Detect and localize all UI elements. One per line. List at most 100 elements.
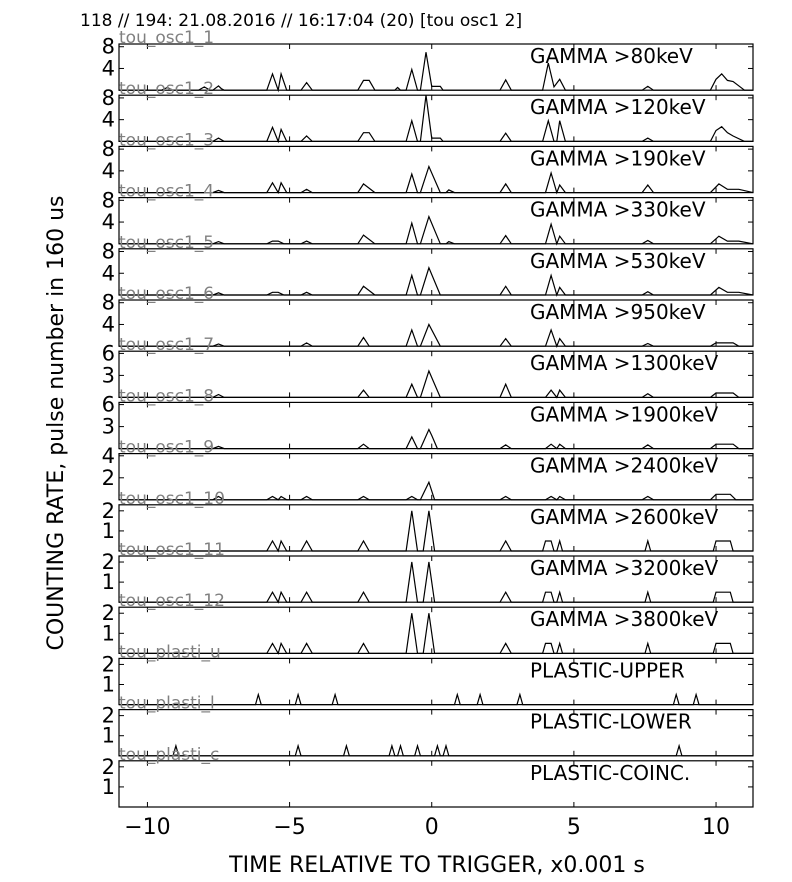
series-line bbox=[119, 743, 753, 757]
series-line bbox=[119, 214, 754, 246]
x-tick-label: 10 bbox=[702, 815, 730, 840]
panel-frame bbox=[118, 248, 754, 296]
y-tick-label: 4 bbox=[102, 210, 115, 234]
panel-title: GAMMA >80keV bbox=[530, 44, 693, 68]
panel: 12 PLASTIC-COINC. tou_plasti_c bbox=[102, 745, 754, 808]
channel-label: tou_osc1_11 bbox=[119, 540, 225, 560]
panel: 48 GAMMA >530keV tou_osc1_5 bbox=[102, 233, 754, 297]
y-tick-label: 6 bbox=[102, 393, 115, 417]
panel-title: GAMMA >2600keV bbox=[530, 505, 719, 529]
channel-label: tou_osc1_5 bbox=[119, 233, 214, 253]
channel-label: tou_osc1_9 bbox=[119, 438, 214, 458]
panel-title: GAMMA >330keV bbox=[530, 198, 706, 222]
x-tick-label: 0 bbox=[425, 815, 439, 840]
y-axis-label: COUNTING RATE, pulse number in 160 us bbox=[44, 195, 69, 650]
y-tick-label: 3 bbox=[102, 415, 115, 439]
channel-label: tou_plasti_u bbox=[119, 642, 221, 662]
y-tick-label: 4 bbox=[102, 312, 115, 336]
channel-label: tou_osc1_6 bbox=[119, 284, 214, 304]
channel-label: tou_osc1_3 bbox=[119, 130, 214, 150]
y-tick-label: 8 bbox=[102, 35, 115, 59]
series-line bbox=[119, 561, 753, 604]
series-line bbox=[119, 428, 753, 450]
panel-title: PLASTIC-UPPER bbox=[530, 658, 685, 682]
panel: 12 GAMMA >3200keV tou_osc1_11 bbox=[102, 540, 754, 604]
panel: 48 GAMMA >80keV tou_osc1_1 bbox=[102, 28, 754, 93]
series-line bbox=[119, 52, 753, 93]
channel-label: tou_osc1_2 bbox=[119, 79, 214, 99]
panel-frame bbox=[118, 299, 754, 347]
y-tick-label: 8 bbox=[102, 188, 115, 212]
panel-frame bbox=[118, 197, 754, 245]
y-tick-label: 4 bbox=[102, 108, 115, 132]
series-line bbox=[119, 95, 753, 144]
x-axis: −10 −5 0 5 10 bbox=[124, 815, 730, 840]
series-line bbox=[119, 369, 753, 399]
panel: 12 GAMMA >2600keV tou_osc1_10 bbox=[102, 489, 754, 553]
y-tick-label: 3 bbox=[102, 363, 115, 387]
panel-title: GAMMA >1300keV bbox=[530, 351, 719, 375]
y-tick-label: 4 bbox=[102, 261, 115, 285]
panel: 48 GAMMA >120keV tou_osc1_2 bbox=[102, 79, 754, 144]
panel-frame bbox=[118, 760, 754, 808]
panel-frame bbox=[118, 145, 754, 194]
panel-title: GAMMA >190keV bbox=[530, 146, 706, 170]
y-tick-label: 6 bbox=[102, 341, 115, 365]
channel-label: tou_osc1_12 bbox=[119, 591, 225, 611]
y-tick-label: 8 bbox=[102, 240, 115, 264]
series-line bbox=[119, 510, 753, 553]
panel: 24 GAMMA >2400keV tou_osc1_9 bbox=[102, 438, 754, 501]
panel-frame bbox=[118, 43, 754, 91]
y-tick-label: 2 bbox=[102, 652, 115, 676]
panel-title: GAMMA >950keV bbox=[530, 300, 706, 324]
y-tick-label: 2 bbox=[102, 499, 115, 523]
series-line bbox=[119, 266, 754, 297]
y-tick-label: 8 bbox=[102, 291, 115, 315]
series-line bbox=[119, 480, 753, 501]
y-tick-label: 4 bbox=[102, 444, 115, 468]
y-tick-label: 1 bbox=[102, 621, 115, 645]
y-tick-label: 2 bbox=[102, 466, 115, 490]
y-tick-label: 8 bbox=[102, 86, 115, 110]
channel-label: tou_osc1_1 bbox=[119, 28, 214, 48]
y-tick-label: 8 bbox=[102, 137, 115, 161]
panel-frame bbox=[118, 708, 754, 757]
panel-title: GAMMA >2400keV bbox=[530, 454, 719, 478]
channel-label: tou_osc1_4 bbox=[119, 182, 214, 202]
channel-label: tou_osc1_8 bbox=[119, 386, 214, 406]
panel-frame bbox=[118, 401, 754, 450]
panel-title: GAMMA >1900keV bbox=[530, 402, 719, 426]
series-line bbox=[119, 692, 753, 706]
channel-label: tou_osc1_10 bbox=[119, 489, 225, 509]
series-line bbox=[119, 323, 753, 348]
x-tick-label: 5 bbox=[567, 815, 581, 840]
x-tick-label: −10 bbox=[124, 815, 170, 840]
panel: 48 GAMMA >330keV tou_osc1_4 bbox=[102, 182, 754, 246]
y-tick-label: 2 bbox=[102, 704, 115, 728]
y-tick-label: 2 bbox=[102, 550, 115, 574]
y-tick-label: 1 bbox=[102, 673, 115, 697]
panel-title: PLASTIC-COINC. bbox=[530, 761, 690, 785]
chart-header: 118 // 194: 21.08.2016 // 16:17:04 (20) … bbox=[80, 11, 522, 31]
y-tick-label: 2 bbox=[102, 755, 115, 779]
panel: 36 GAMMA >1300keV tou_osc1_7 bbox=[102, 335, 754, 399]
panel: 48 GAMMA >950keV tou_osc1_6 bbox=[102, 284, 754, 348]
y-tick-label: 1 bbox=[102, 724, 115, 748]
panel-title: GAMMA >530keV bbox=[530, 249, 706, 273]
panel: 48 GAMMA >190keV tou_osc1_3 bbox=[102, 130, 754, 195]
series-line bbox=[119, 164, 754, 195]
panel-frame bbox=[118, 350, 754, 399]
panel-title: GAMMA >120keV bbox=[530, 95, 706, 119]
panel: 12 PLASTIC-UPPER tou_plasti_u bbox=[102, 642, 754, 706]
y-tick-label: 1 bbox=[102, 775, 115, 799]
panel: 12 PLASTIC-LOWER tou_plasti_l bbox=[102, 694, 754, 757]
x-axis-label: TIME RELATIVE TO TRIGGER, x0.001 s bbox=[228, 853, 645, 878]
x-tick-label: −5 bbox=[273, 815, 305, 840]
y-tick-label: 4 bbox=[102, 159, 115, 183]
series-line bbox=[119, 613, 753, 655]
channel-label: tou_plasti_c bbox=[119, 745, 219, 765]
panel-title: PLASTIC-LOWER bbox=[530, 710, 692, 734]
panel-frame bbox=[118, 94, 754, 142]
